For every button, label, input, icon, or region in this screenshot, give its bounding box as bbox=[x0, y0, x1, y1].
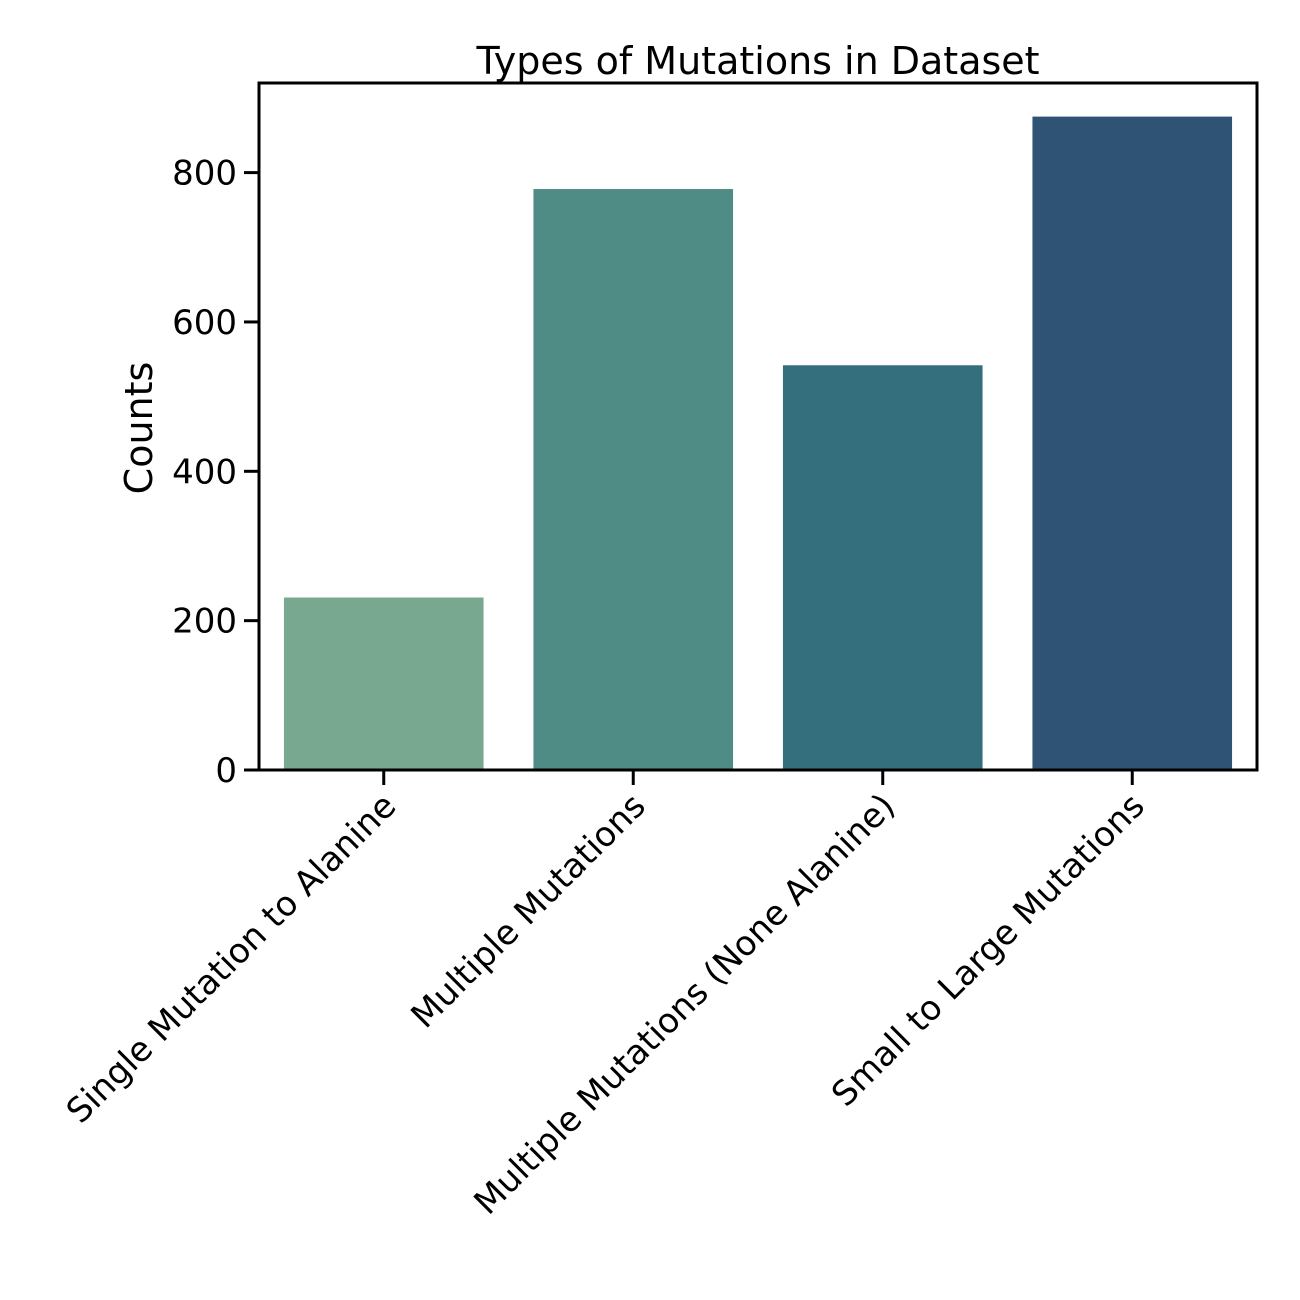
bar bbox=[1032, 116, 1233, 770]
y-axis-ticks: 0 200 400 600 800 bbox=[172, 154, 259, 791]
y-tick-label: 0 bbox=[215, 751, 237, 791]
x-tick-label: Multiple Mutations bbox=[403, 786, 653, 1036]
plot-frame bbox=[257, 81, 1259, 772]
bar bbox=[782, 365, 983, 770]
chart-title: Types of Mutations in Dataset bbox=[475, 39, 1039, 83]
y-tick-label: 400 bbox=[172, 452, 237, 492]
y-axis-label: Counts bbox=[117, 362, 161, 495]
y-tick-label: 800 bbox=[172, 154, 237, 194]
x-axis-ticks: Single Mutation to Alanine Multiple Mutat… bbox=[59, 770, 1153, 1223]
y-tick-label: 600 bbox=[172, 303, 237, 343]
bars-group bbox=[283, 116, 1233, 770]
bar bbox=[533, 189, 734, 770]
bar bbox=[283, 597, 484, 770]
x-tick-label: Single Mutation to Alanine bbox=[59, 786, 404, 1131]
y-tick-label: 200 bbox=[172, 602, 237, 642]
x-tick-label: Multiple Mutations (None Alanine) bbox=[466, 786, 903, 1223]
